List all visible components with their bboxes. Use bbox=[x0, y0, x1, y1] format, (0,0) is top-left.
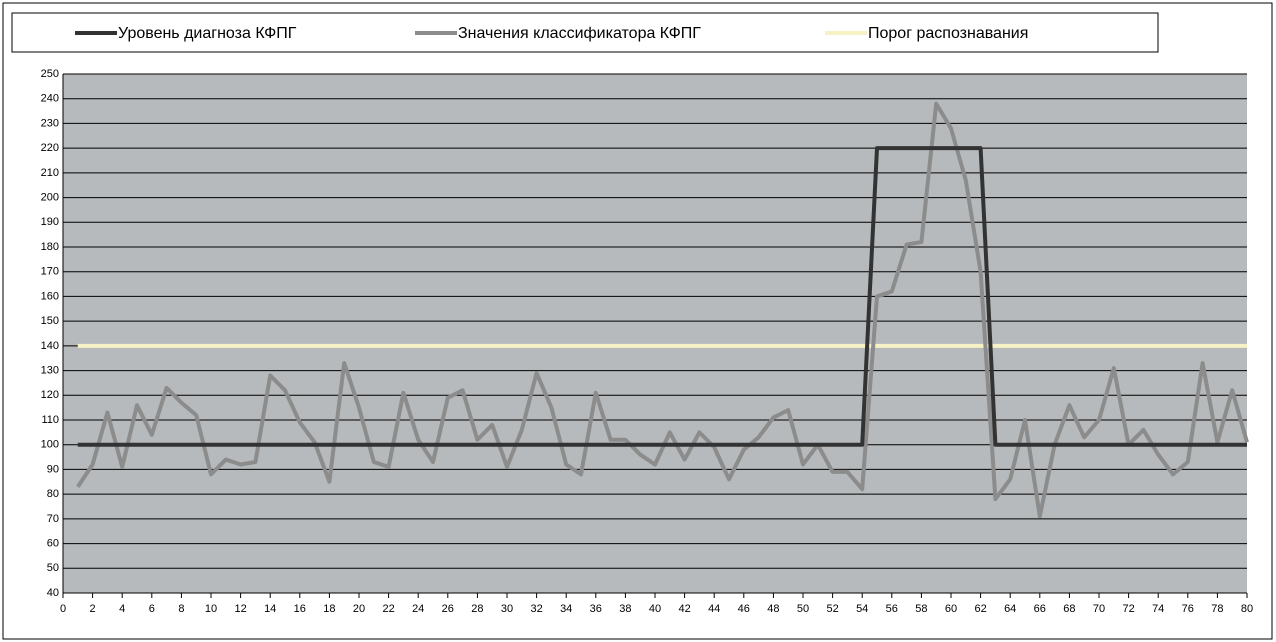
x-tick-label: 44 bbox=[708, 603, 720, 615]
x-tick-label: 14 bbox=[264, 603, 276, 615]
x-tick-label: 2 bbox=[90, 603, 96, 615]
x-tick-label: 58 bbox=[915, 603, 927, 615]
x-tick-label: 46 bbox=[738, 603, 750, 615]
y-tick-label: 70 bbox=[47, 513, 59, 525]
y-tick-label: 80 bbox=[47, 488, 59, 500]
x-tick-label: 32 bbox=[530, 603, 542, 615]
legend-label: Порог распознавания bbox=[868, 25, 1028, 42]
legend-label: Уровень диагноза КФПГ bbox=[118, 25, 297, 42]
x-tick-label: 48 bbox=[767, 603, 779, 615]
x-tick-label: 40 bbox=[649, 603, 661, 615]
y-tick-label: 150 bbox=[41, 315, 59, 327]
x-tick-label: 24 bbox=[412, 603, 424, 615]
x-tick-label: 0 bbox=[60, 603, 66, 615]
x-tick-label: 20 bbox=[353, 603, 365, 615]
x-tick-label: 16 bbox=[294, 603, 306, 615]
y-tick-label: 180 bbox=[41, 241, 59, 253]
x-tick-label: 10 bbox=[205, 603, 217, 615]
x-tick-label: 50 bbox=[797, 603, 809, 615]
y-tick-label: 120 bbox=[41, 389, 59, 401]
y-tick-label: 250 bbox=[41, 68, 59, 80]
x-tick-label: 74 bbox=[1152, 603, 1164, 615]
x-tick-label: 54 bbox=[856, 603, 868, 615]
y-tick-label: 100 bbox=[41, 439, 59, 451]
x-tick-label: 8 bbox=[178, 603, 184, 615]
y-tick-label: 90 bbox=[47, 463, 59, 475]
legend-box bbox=[11, 12, 1159, 53]
series-line bbox=[77, 146, 1247, 447]
x-tick-label: 36 bbox=[590, 603, 602, 615]
x-tick-label: 52 bbox=[826, 603, 838, 615]
x-tick-label: 66 bbox=[1034, 603, 1046, 615]
x-tick-label: 22 bbox=[382, 603, 394, 615]
y-tick-label: 220 bbox=[41, 142, 59, 154]
plot-area bbox=[63, 74, 1247, 593]
x-tick-label: 30 bbox=[501, 603, 513, 615]
y-tick-label: 200 bbox=[41, 191, 59, 203]
x-tick-label: 18 bbox=[323, 603, 335, 615]
x-tick-label: 64 bbox=[1004, 603, 1016, 615]
y-tick-label: 110 bbox=[41, 414, 59, 426]
y-tick-label: 240 bbox=[41, 93, 59, 105]
x-tick-label: 62 bbox=[974, 603, 986, 615]
y-tick-label: 170 bbox=[41, 266, 59, 278]
y-tick-label: 230 bbox=[41, 117, 59, 129]
y-tick-label: 60 bbox=[47, 537, 59, 549]
x-tick-label: 12 bbox=[234, 603, 246, 615]
x-tick-label: 42 bbox=[678, 603, 690, 615]
x-tick-label: 68 bbox=[1063, 603, 1075, 615]
y-tick-label: 40 bbox=[47, 587, 59, 599]
x-tick-label: 34 bbox=[560, 603, 572, 615]
legend-label: Значения классификатора КФПГ bbox=[458, 25, 701, 42]
y-tick-label: 50 bbox=[47, 562, 59, 574]
x-tick-label: 38 bbox=[619, 603, 631, 615]
x-tick-label: 26 bbox=[442, 603, 454, 615]
y-tick-label: 190 bbox=[41, 216, 59, 228]
x-tick-label: 78 bbox=[1211, 603, 1223, 615]
y-tick-label: 210 bbox=[41, 167, 59, 179]
x-tick-label: 72 bbox=[1122, 603, 1134, 615]
x-tick-label: 28 bbox=[471, 603, 483, 615]
y-tick-label: 160 bbox=[41, 290, 59, 302]
series-line bbox=[76, 101, 1249, 519]
x-tick-label: 60 bbox=[945, 603, 957, 615]
x-tick-label: 56 bbox=[886, 603, 898, 615]
x-tick-label: 80 bbox=[1241, 603, 1253, 615]
x-tick-label: 4 bbox=[119, 603, 125, 615]
y-tick-label: 140 bbox=[41, 340, 59, 352]
y-tick-label: 130 bbox=[41, 364, 59, 376]
x-tick-label: 70 bbox=[1093, 603, 1105, 615]
x-tick-label: 76 bbox=[1182, 603, 1194, 615]
x-tick-label: 6 bbox=[149, 603, 155, 615]
